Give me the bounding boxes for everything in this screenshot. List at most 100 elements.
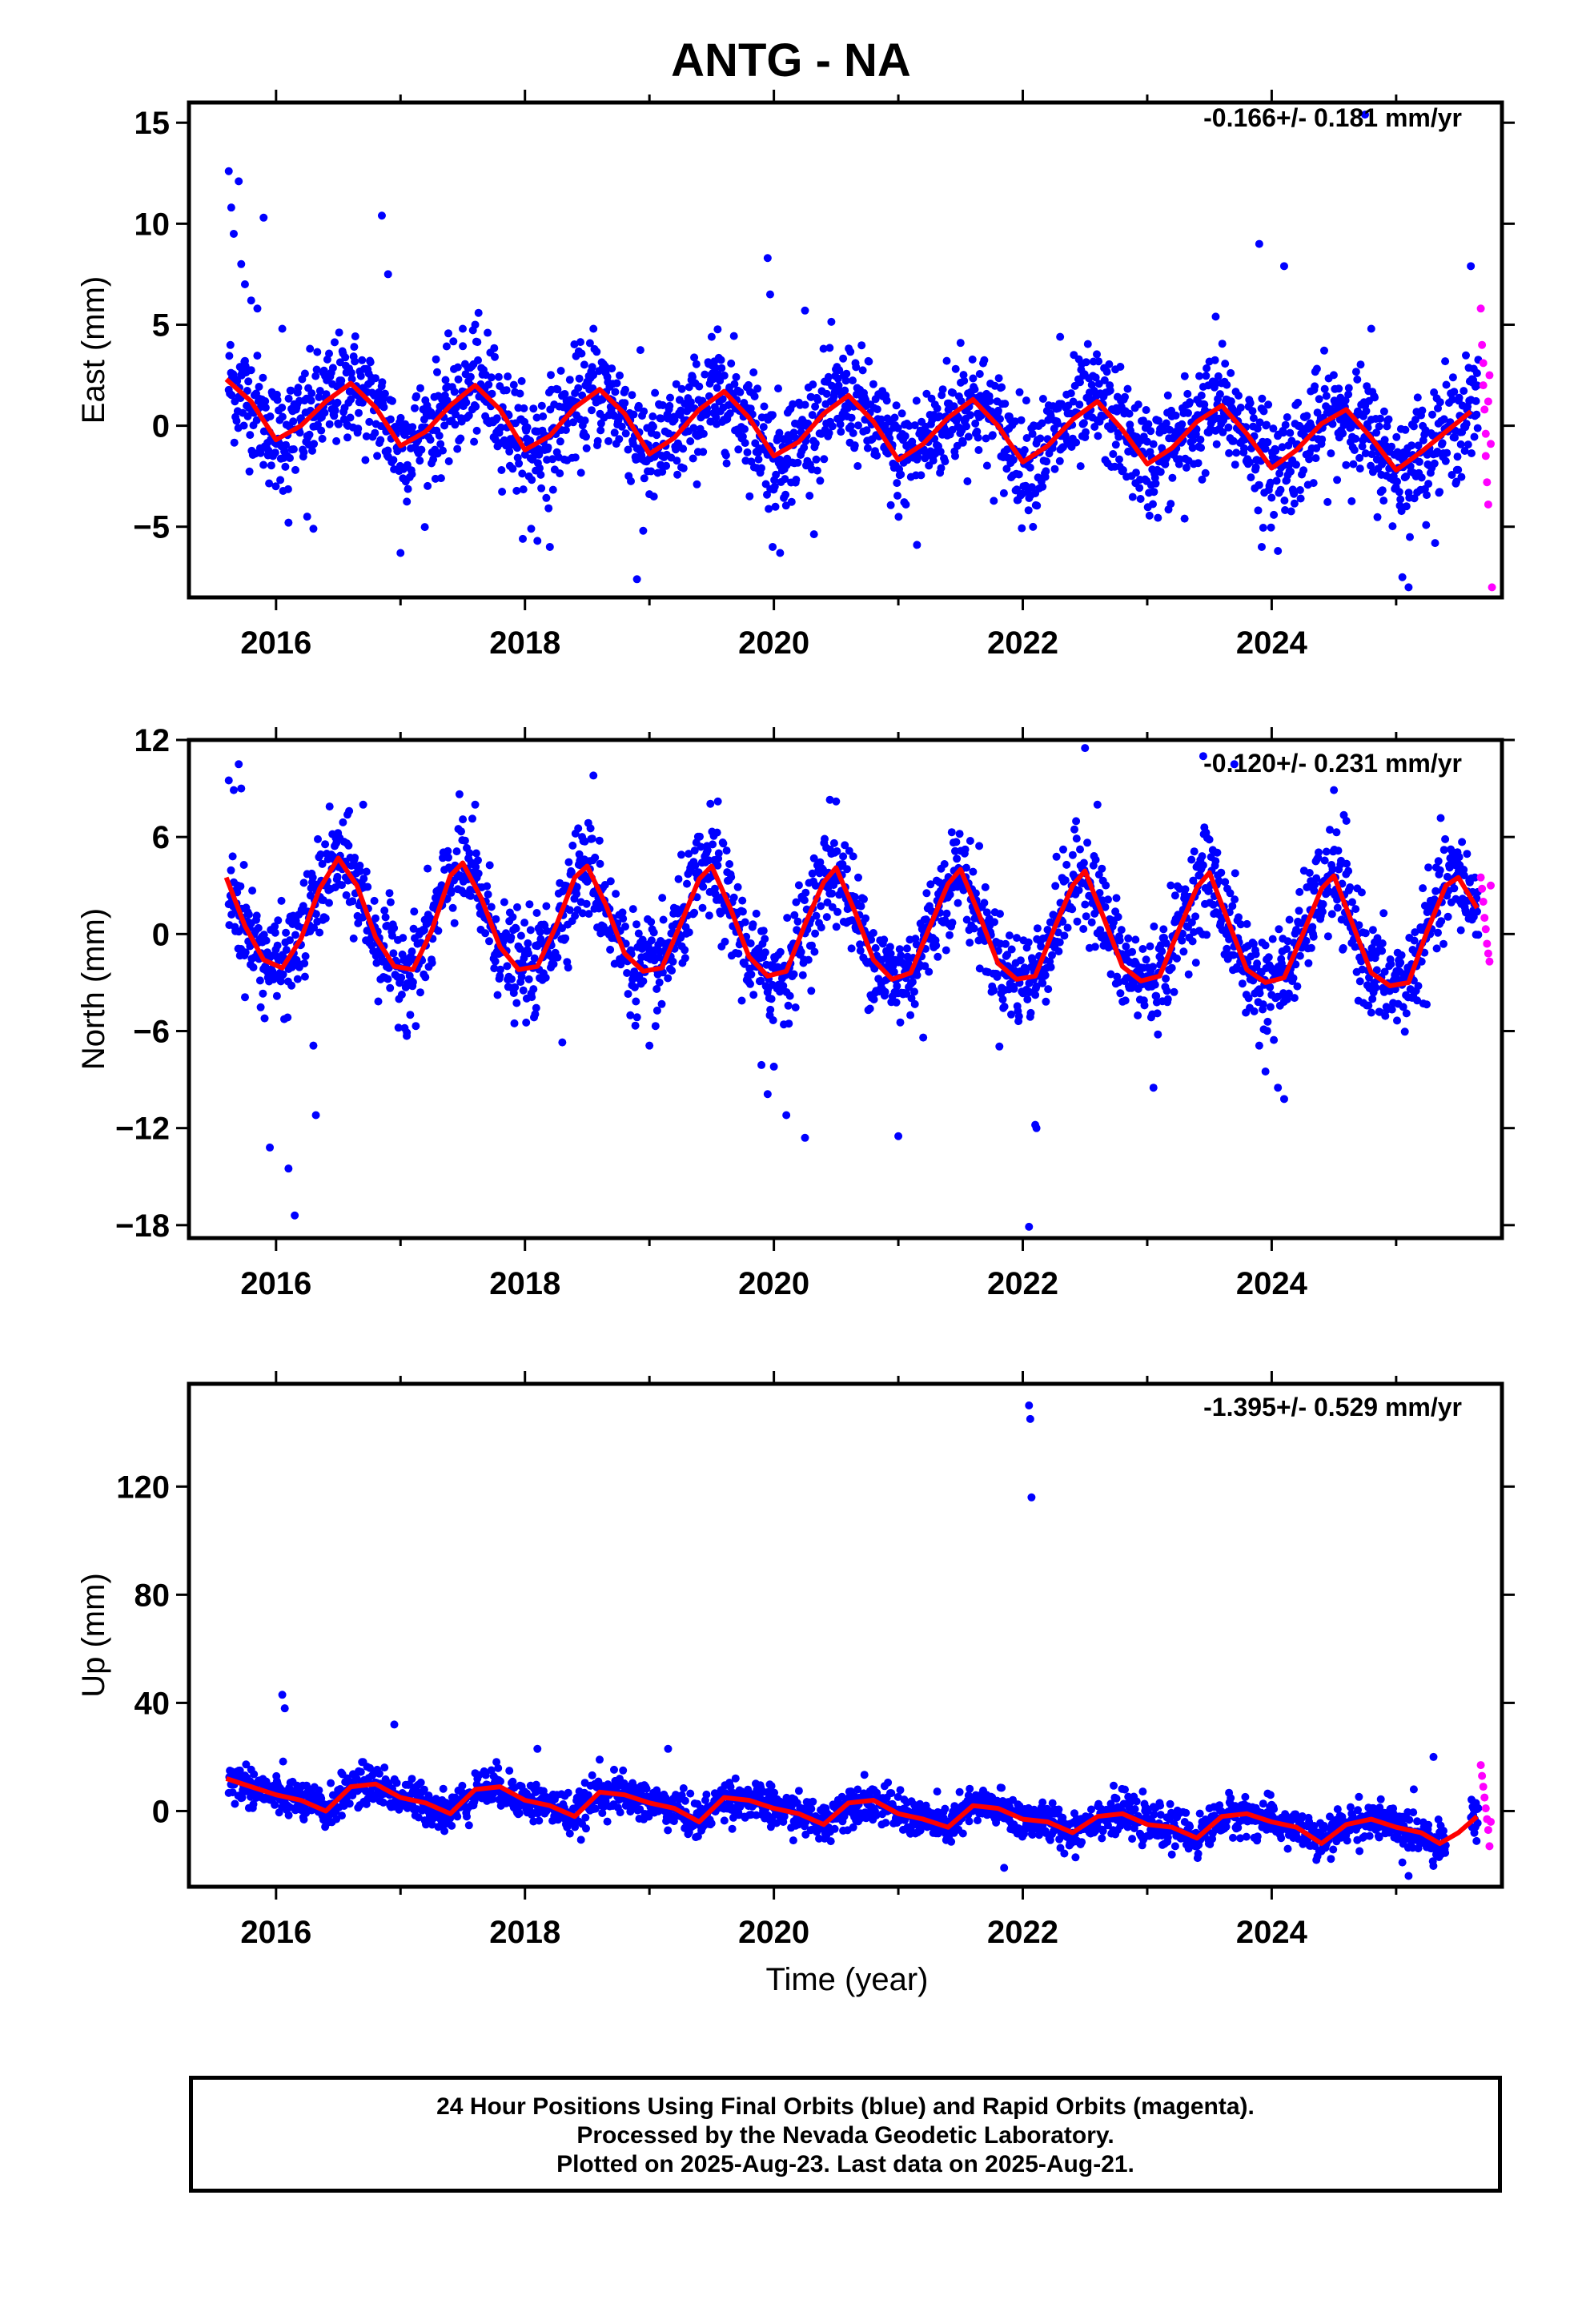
final-orbit-point — [690, 908, 699, 917]
final-orbit-point — [508, 464, 517, 473]
final-orbit-point — [1400, 1027, 1409, 1036]
final-orbit-point — [743, 448, 752, 456]
final-orbit-point — [1048, 951, 1056, 959]
final-orbit-point — [990, 986, 998, 995]
final-orbit-point — [1312, 874, 1321, 883]
final-orbit-point — [1075, 400, 1084, 409]
final-orbit-point — [1015, 388, 1024, 396]
final-orbit-point — [278, 412, 287, 421]
final-orbit-point — [765, 505, 773, 513]
final-orbit-point — [1101, 903, 1110, 911]
final-orbit-point — [1016, 956, 1025, 965]
final-orbit-point — [670, 416, 679, 424]
final-orbit-point — [749, 920, 757, 929]
final-orbit-outlier — [956, 339, 965, 348]
final-orbit-point — [227, 391, 236, 400]
final-orbit-outlier — [801, 1133, 809, 1142]
final-orbit-point — [328, 364, 337, 372]
final-orbit-point — [1344, 390, 1353, 399]
final-orbit-point — [895, 945, 904, 954]
final-orbit-point — [344, 841, 353, 850]
final-orbit-point — [666, 393, 674, 402]
final-orbit-outlier — [769, 542, 777, 551]
final-orbit-outlier — [1472, 369, 1481, 378]
final-orbit-outlier — [589, 324, 598, 333]
final-orbit-point — [893, 492, 901, 500]
final-orbit-point — [565, 906, 574, 915]
final-orbit-point — [966, 837, 974, 845]
final-orbit-point — [1082, 912, 1090, 921]
final-orbit-point — [850, 441, 859, 450]
final-orbit-point — [450, 919, 459, 927]
final-orbit-point — [1102, 368, 1111, 376]
final-orbit-point — [1414, 982, 1423, 991]
final-orbit-point — [1162, 939, 1170, 947]
final-orbit-point — [1422, 521, 1431, 529]
final-orbit-point — [388, 396, 396, 405]
final-orbit-point — [300, 972, 309, 981]
final-orbit-point — [865, 1004, 874, 1013]
final-orbit-point — [1341, 396, 1350, 404]
final-orbit-point — [1187, 918, 1196, 927]
final-orbit-point — [582, 432, 590, 441]
final-orbit-outlier — [359, 800, 367, 809]
final-orbit-point — [1105, 360, 1114, 368]
y-tick-label: −6 — [133, 1015, 170, 1050]
rapid-orbit-point — [1488, 583, 1496, 592]
final-orbit-outlier — [1342, 816, 1351, 825]
rapid-orbit-point — [1480, 405, 1489, 414]
final-orbit-point — [300, 369, 309, 378]
final-orbit-point — [444, 853, 452, 862]
final-orbit-point — [299, 1815, 308, 1823]
north-y-axis-label: North (mm) — [76, 908, 111, 1070]
final-orbit-point — [484, 380, 493, 389]
final-orbit-point — [473, 338, 482, 347]
final-orbit-point — [1327, 910, 1336, 919]
final-orbit-point — [1351, 434, 1360, 443]
final-orbit-point — [862, 426, 871, 435]
final-orbit-point — [371, 428, 379, 437]
final-orbit-point — [1036, 434, 1045, 443]
final-orbit-point — [460, 836, 469, 845]
final-orbit-point — [980, 356, 989, 364]
final-orbit-point — [366, 358, 375, 367]
final-orbit-point — [804, 955, 813, 964]
final-orbit-point — [1136, 495, 1145, 503]
final-orbit-point — [811, 881, 820, 890]
x-tick-label: 2018 — [489, 625, 560, 661]
final-orbit-point — [1387, 959, 1395, 968]
final-orbit-point — [1138, 945, 1147, 953]
final-orbit-point — [636, 346, 644, 355]
final-orbit-point — [1115, 936, 1124, 945]
final-orbit-point — [548, 455, 557, 464]
final-orbit-point — [1026, 1008, 1035, 1017]
final-orbit-point — [1149, 963, 1157, 971]
final-orbit-point — [320, 408, 329, 417]
final-orbit-point — [1054, 947, 1063, 955]
final-orbit-point — [1170, 987, 1178, 996]
final-orbit-point — [757, 464, 765, 472]
final-orbit-point — [1290, 499, 1299, 508]
final-orbit-point — [910, 987, 918, 996]
x-tick-label: 2016 — [240, 1266, 311, 1301]
final-orbit-point — [917, 471, 926, 480]
final-orbit-point — [315, 387, 324, 395]
final-orbit-point — [565, 376, 574, 384]
final-orbit-point — [424, 481, 432, 490]
final-orbit-point — [1054, 928, 1062, 937]
final-orbit-point — [722, 459, 731, 468]
final-orbit-point — [705, 856, 713, 865]
final-orbit-point — [714, 849, 723, 858]
final-orbit-point — [658, 894, 667, 903]
final-orbit-point — [239, 421, 248, 430]
final-orbit-point — [386, 983, 395, 992]
final-orbit-point — [1153, 1009, 1162, 1018]
final-orbit-point — [733, 883, 742, 891]
final-orbit-point — [466, 891, 475, 900]
final-orbit-point — [711, 364, 720, 372]
final-orbit-point — [1231, 460, 1239, 469]
y-tick-label: 5 — [152, 308, 170, 343]
final-orbit-point — [512, 486, 521, 495]
final-orbit-point — [1236, 404, 1245, 412]
final-orbit-point — [1470, 432, 1479, 441]
